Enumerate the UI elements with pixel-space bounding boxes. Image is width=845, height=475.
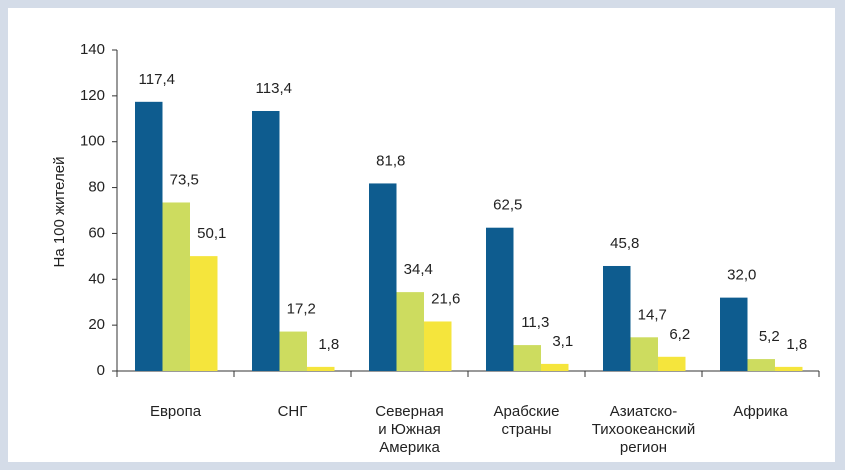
y-tick-label: 0 — [97, 362, 105, 379]
y-tick-label: 60 — [88, 224, 105, 241]
value-label: 21,6 — [431, 290, 460, 307]
value-label: 117,4 — [139, 71, 175, 88]
bar — [424, 321, 452, 371]
y-tick-label: 100 — [80, 133, 105, 150]
value-label: 3,1 — [552, 333, 573, 350]
x-tick-label: Африка — [733, 403, 788, 420]
bar — [307, 366, 335, 371]
bar — [513, 345, 541, 371]
bar — [252, 110, 280, 372]
value-label: 1,8 — [318, 336, 339, 353]
bar — [775, 366, 803, 371]
value-label: 73,5 — [170, 171, 199, 188]
bar — [541, 363, 569, 371]
x-tick-label: СНГ — [278, 403, 308, 420]
value-label: 62,5 — [493, 197, 522, 214]
value-label: 14,7 — [638, 306, 667, 323]
bar — [630, 337, 658, 371]
y-tick-label: 20 — [88, 316, 105, 333]
value-label: 113,4 — [256, 80, 292, 97]
value-label: 81,8 — [376, 152, 405, 169]
value-label: 17,2 — [287, 301, 316, 318]
bar — [396, 292, 424, 371]
x-tick-label: Азиатско-Тихоокеанский регион — [592, 403, 695, 456]
y-tick-label: 80 — [88, 179, 105, 196]
value-label: 50,1 — [197, 225, 226, 242]
bar — [486, 227, 514, 371]
panel — [8, 8, 835, 462]
bar — [720, 297, 748, 371]
value-label: 5,2 — [759, 328, 780, 345]
value-label: 32,0 — [727, 267, 756, 284]
x-tick-label: Европа — [150, 403, 202, 420]
bar — [658, 356, 686, 371]
value-label: 1,8 — [786, 336, 807, 353]
x-tick-label: Северная и Южная Америка — [375, 403, 443, 456]
bar — [747, 359, 775, 371]
y-tick-label: 140 — [80, 41, 105, 58]
y-tick-label: 40 — [88, 270, 105, 287]
x-tick-label: Арабские страны — [494, 403, 560, 438]
bar — [369, 183, 397, 371]
value-label: 11,3 — [521, 314, 549, 331]
value-label: 45,8 — [610, 235, 639, 252]
bar — [279, 331, 307, 371]
y-axis-title: На 100 жителей — [51, 157, 68, 268]
value-label: 6,2 — [669, 326, 690, 343]
bar — [603, 265, 631, 371]
bar — [162, 202, 190, 371]
bar — [135, 101, 163, 371]
value-label: 34,4 — [404, 261, 433, 278]
y-tick-label: 120 — [80, 87, 105, 104]
bar — [190, 256, 218, 371]
